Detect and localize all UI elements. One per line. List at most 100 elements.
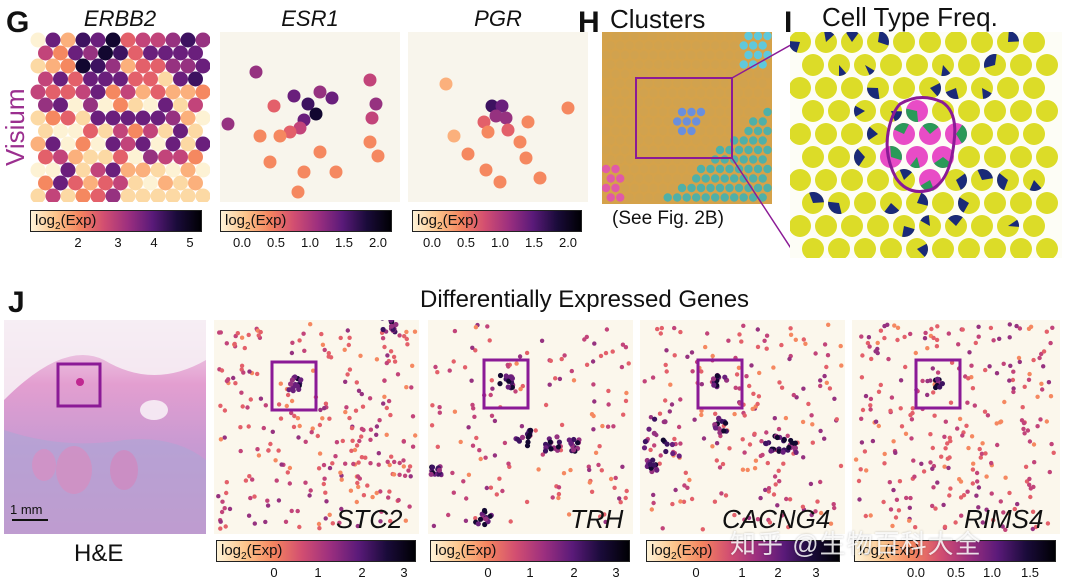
stc2-spot: [374, 432, 379, 437]
rims4-spot: [886, 356, 891, 362]
cluster-spot: [696, 32, 706, 41]
panel-letter-i: I: [784, 6, 793, 39]
cell-type-pie-sector: [884, 203, 900, 215]
trh-spot: [516, 438, 522, 444]
trh-spot: [437, 410, 442, 415]
trh-spot: [611, 424, 616, 429]
cacng4-spot: [740, 467, 746, 472]
stc2-spot: [283, 519, 289, 524]
rims4-spot: [898, 406, 903, 411]
cell-type-pie-sector: [902, 226, 915, 237]
trh-spot: [568, 440, 574, 446]
trh-spot: [437, 405, 442, 410]
cacng4-spot: [758, 495, 763, 501]
cluster-spot: [739, 136, 748, 145]
erbb2-spot: [180, 136, 196, 152]
trh-spot: [447, 368, 452, 373]
cluster-spot: [692, 136, 701, 145]
rims4-spot: [980, 520, 985, 525]
rims4-spot: [956, 342, 961, 347]
trh-spot: [606, 402, 611, 407]
stc2-spot: [385, 459, 390, 464]
cacng4-spot: [732, 512, 737, 518]
trh-spot: [540, 452, 545, 457]
cluster-spot: [602, 164, 611, 174]
stc2-spot: [286, 387, 292, 393]
trh-spot: [584, 334, 589, 340]
cluster-spot: [620, 107, 630, 117]
rims4-spot: [943, 419, 948, 424]
rims4-spot: [943, 446, 948, 451]
erbb2-spot: [45, 136, 61, 152]
trh-spot: [446, 512, 451, 518]
cell-type-pie: [1010, 146, 1032, 168]
cacng4-spot: [699, 382, 704, 387]
trh-spot: [513, 389, 518, 394]
rims4-spatial-map: [852, 320, 1060, 534]
rims4-spot: [857, 497, 862, 502]
cluster-spot: [739, 174, 748, 183]
stc2-spot: [392, 359, 398, 364]
cluster-spot: [639, 164, 649, 174]
cluster-spot: [753, 145, 763, 155]
trh-spot: [605, 424, 611, 429]
cluster-spot: [696, 107, 706, 117]
cluster-spot: [706, 32, 715, 41]
stc2-spot: [246, 332, 251, 338]
cluster-spot: [639, 107, 649, 117]
trh-spot: [466, 472, 472, 477]
stc2-spot: [401, 439, 406, 444]
rims4-spot: [1027, 371, 1032, 377]
pgr-spot: [533, 171, 547, 185]
cacng4-spot: [774, 434, 780, 441]
rims4-spot: [902, 334, 907, 340]
cluster-spot: [701, 174, 710, 183]
rims4-spot: [1027, 476, 1032, 482]
cluster-spot: [625, 193, 634, 202]
cacng4-spot: [747, 442, 753, 447]
gene-title-esr1: ESR1: [281, 6, 339, 31]
rims4-spot: [1038, 417, 1043, 422]
cell-type-pie: [841, 32, 863, 53]
cluster-spot: [749, 155, 758, 164]
cluster-spot: [725, 164, 734, 174]
erbb2-spot: [188, 71, 203, 87]
rims4-spot: [870, 438, 876, 444]
erbb2-spot: [195, 32, 210, 48]
rims4-spot: [930, 503, 935, 509]
cluster-spot: [682, 41, 691, 50]
cluster-spot: [625, 136, 634, 145]
rims4-spot: [933, 506, 938, 511]
cell-type-pie: [932, 192, 954, 214]
rims4-spot: [882, 451, 887, 457]
cacng4-spot: [780, 449, 786, 455]
stc2-spot: [333, 454, 338, 459]
stc2-spot: [340, 438, 345, 444]
rims4-spot: [897, 479, 903, 484]
trh-spot: [451, 490, 456, 495]
stc2-spot: [239, 390, 244, 395]
erbb2-spot: [158, 45, 173, 61]
stc2-spot: [360, 404, 366, 409]
cacng4-spot: [818, 428, 823, 434]
cell-type-pie: [1010, 238, 1032, 258]
cacng4-spot: [652, 416, 658, 422]
rims4-spot: [1000, 524, 1005, 529]
trh-spot: [571, 378, 577, 383]
rims4-spot: [1021, 420, 1027, 426]
cell-type-pie: [906, 54, 928, 76]
erbb2-spot: [135, 84, 151, 100]
erbb2-spot: [135, 188, 151, 202]
trh-spot: [603, 519, 608, 525]
pgr-spot: [513, 135, 527, 149]
erbb2-spot: [38, 45, 53, 61]
rims4-spot: [1010, 377, 1016, 383]
stc2-spot: [348, 488, 354, 493]
gene-label-stc2: STC2: [336, 504, 403, 534]
trh-spot: [586, 464, 591, 469]
stc2-spot: [242, 345, 247, 351]
cluster-spot: [696, 126, 706, 136]
cell-type-pie: [1023, 32, 1045, 53]
cluster-spot: [635, 79, 644, 88]
rims4-spot: [1049, 441, 1054, 447]
